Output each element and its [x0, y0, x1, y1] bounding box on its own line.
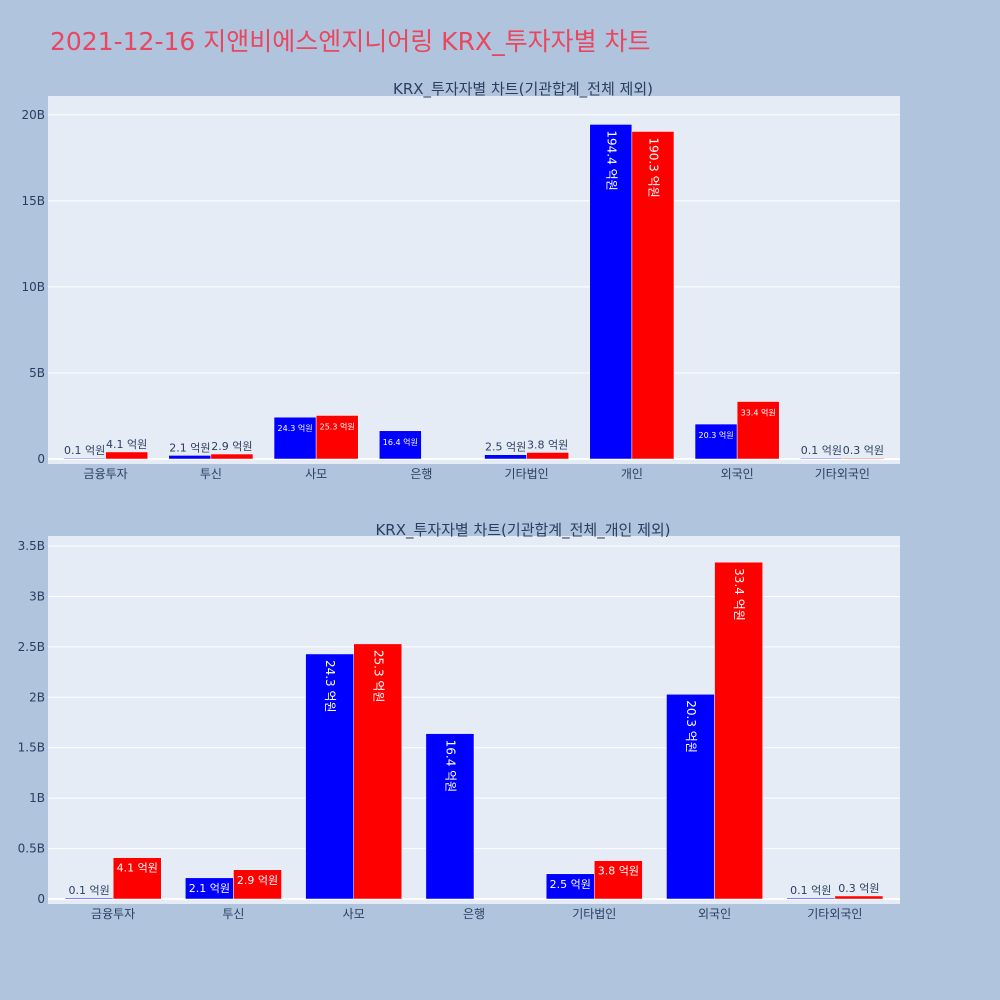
data-label: 4.1 억원	[106, 438, 147, 451]
data-label: 0.1 억원	[790, 884, 831, 897]
y-tick-label: 3.5B	[18, 539, 45, 553]
data-label: 190.3 억원	[646, 137, 660, 197]
data-label: 2.9 억원	[211, 440, 252, 453]
x-tick-label: 투신	[200, 467, 222, 481]
y-tick-label: 3B	[29, 589, 45, 603]
bar	[353, 643, 403, 900]
y-tick-label: 15B	[21, 194, 45, 208]
data-label: 0.3 억원	[843, 444, 884, 457]
bar	[105, 451, 148, 460]
y-tick-label: 0	[37, 892, 45, 906]
bar	[233, 869, 282, 900]
x-tick-label: 개인	[621, 467, 643, 481]
data-label: 33.4 억원	[741, 408, 776, 418]
bar	[379, 430, 422, 460]
x-tick-label: 은행	[410, 466, 432, 481]
bar	[842, 457, 885, 460]
data-label: 194.4 억원	[604, 130, 618, 190]
y-tick-label: 5B	[29, 366, 45, 380]
x-tick-label: 외국인	[698, 907, 731, 921]
bar	[594, 860, 643, 900]
bar	[526, 452, 569, 460]
y-tick-label: 0.5B	[18, 842, 45, 856]
bar	[305, 653, 354, 900]
data-label: 25.3 억원	[371, 650, 385, 703]
bar	[545, 873, 595, 900]
chart-title: KRX_투자자별 차트(기관합계_전체 제외)	[393, 80, 653, 99]
x-tick-label: 기타법인	[505, 467, 549, 481]
x-tick-label: 기타법인	[572, 907, 616, 921]
bar	[631, 131, 675, 460]
bar	[210, 453, 254, 460]
bar	[786, 897, 836, 900]
data-label: 2.1 억원	[169, 441, 210, 454]
bar	[589, 124, 633, 460]
x-tick-label: 금융투자	[84, 467, 128, 481]
data-label: 16.4 억원	[383, 437, 418, 447]
data-label: 4.1 억원	[117, 862, 158, 875]
data-label: 20.3 억원	[699, 430, 734, 440]
chart-title: KRX_투자자별 차트(기관합계_전체_개인 제외)	[375, 521, 670, 540]
y-tick-label: 2.5B	[18, 640, 45, 654]
chart-1: 0 5B 10B 15B 20B KRX_투자자별 차트(기관합계_전체 제외) 금융투자 0…	[21, 80, 900, 481]
y-tick-label: 0	[37, 452, 45, 466]
x-tick-label: 투신	[222, 907, 244, 921]
chart-2: 0 0.5B 1B 1.5B 2B 2.5B 3B 3.5B KRX_투자자별 차트(기관합계_…	[18, 521, 900, 921]
bar	[63, 457, 106, 460]
x-tick-label: 금융투자	[91, 907, 135, 921]
y-tick-label: 1.5B	[18, 741, 45, 755]
page-title: 2021-12-16 지앤비에스엔지니어링 KRX_투자자별 차트	[50, 27, 651, 56]
data-label: 0.1 억원	[64, 444, 105, 457]
y-tick-label: 20B	[21, 108, 45, 122]
bar	[714, 561, 763, 900]
y-tick-label: 1B	[29, 791, 45, 805]
bar	[64, 897, 114, 900]
bar	[168, 455, 212, 460]
data-label: 2.5 억원	[485, 441, 526, 454]
bar	[800, 457, 843, 460]
x-tick-label: 사모	[343, 907, 365, 921]
data-label: 25.3 억원	[320, 421, 355, 431]
x-tick-label: 외국인	[721, 467, 754, 481]
data-label: 3.8 억원	[527, 438, 568, 451]
x-tick-label: 은행	[463, 906, 485, 921]
data-label: 2.5 억원	[550, 878, 591, 891]
data-label: 16.4 억원	[443, 740, 457, 793]
bar	[834, 895, 884, 900]
bar	[736, 401, 780, 460]
data-label: 3.8 억원	[598, 865, 639, 878]
data-label: 0.1 억원	[68, 884, 109, 897]
bar	[273, 416, 317, 460]
data-label: 0.1 억원	[801, 444, 842, 457]
data-label: 24.3 억원	[323, 660, 337, 713]
x-tick-label: 기타외국인	[807, 907, 862, 921]
bar	[425, 733, 475, 900]
data-label: 2.9 억원	[237, 874, 278, 887]
x-tick-label: 기타외국인	[815, 467, 870, 481]
bar	[666, 694, 715, 900]
bar	[484, 454, 527, 460]
y-tick-label: 2B	[29, 690, 45, 704]
data-label: 33.4 억원	[732, 568, 746, 621]
data-label: 2.1 억원	[189, 882, 230, 895]
bar	[112, 857, 162, 900]
y-tick-label: 10B	[21, 280, 45, 294]
data-label: 0.3 억원	[838, 882, 879, 895]
data-label: 20.3 억원	[684, 700, 698, 753]
bar	[694, 423, 738, 460]
bar	[315, 415, 359, 460]
data-label: 24.3 억원	[278, 423, 313, 433]
x-tick-label: 사모	[305, 467, 327, 481]
